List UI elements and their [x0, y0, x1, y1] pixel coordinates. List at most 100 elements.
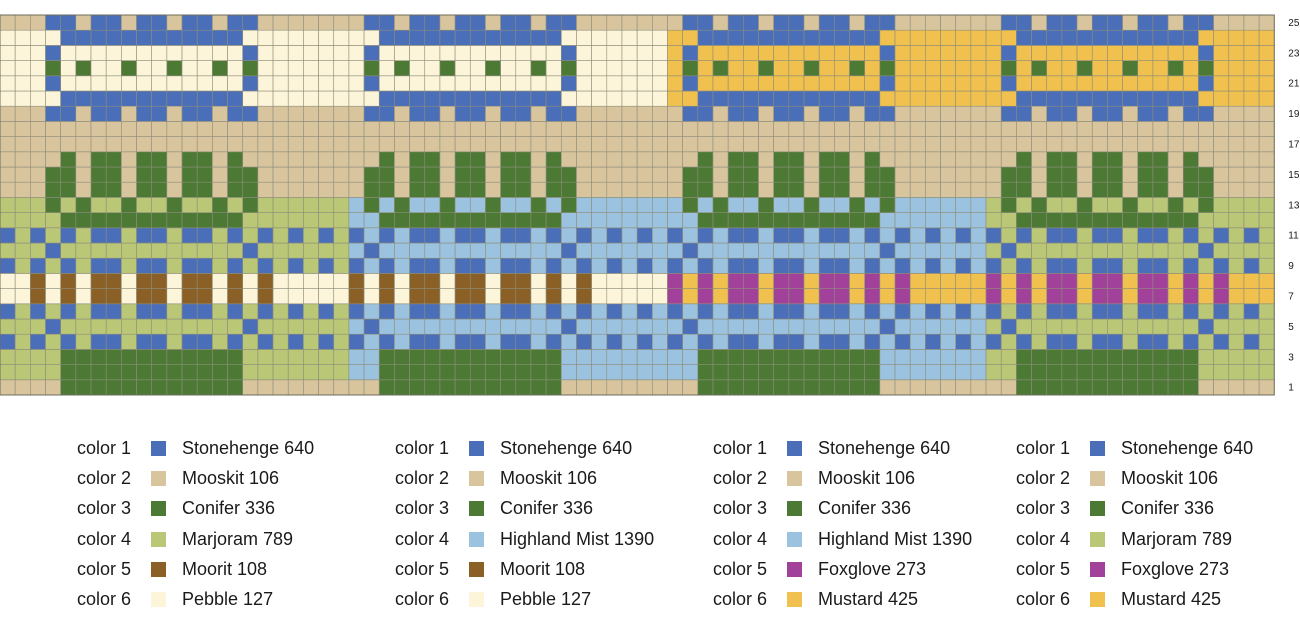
- chart-cell: [1213, 75, 1230, 92]
- chart-cell: [500, 14, 517, 31]
- chart-cell: [773, 349, 790, 365]
- chart-cell: [500, 197, 517, 213]
- chart-cell: [14, 29, 31, 46]
- chart-cell: [560, 349, 577, 365]
- chart-cell: [287, 242, 304, 259]
- chart-cell: [485, 14, 501, 31]
- chart-cell: [272, 288, 289, 305]
- chart-cell: [0, 151, 16, 168]
- chart-cell: [1167, 197, 1184, 213]
- chart-cell: [318, 136, 335, 153]
- chart-cell: [712, 14, 729, 31]
- chart-cell: [864, 333, 881, 350]
- chart-cell: [363, 212, 380, 229]
- legend-key: color 1: [77, 438, 132, 458]
- chart-cell: [773, 121, 790, 137]
- chart-cell: [925, 257, 941, 274]
- chart-cell: [1046, 273, 1063, 289]
- legend-yarn-name: Mooskit 106: [1121, 468, 1219, 489]
- chart-cell: [485, 318, 501, 335]
- chart-cell: [60, 14, 77, 31]
- chart-cell: [318, 242, 335, 259]
- chart-cell: [879, 105, 896, 122]
- chart-cell: [1152, 29, 1169, 46]
- chart-cell: [773, 136, 790, 153]
- chart-cell: [0, 364, 16, 381]
- chart-cell: [1137, 227, 1154, 244]
- chart-cell: [515, 105, 532, 122]
- chart-cell: [667, 349, 683, 365]
- chart-cell: [1198, 273, 1214, 289]
- chart-cell: [515, 197, 532, 213]
- chart-cell: [1046, 60, 1063, 77]
- chart-cell: [970, 75, 987, 92]
- chart-cell: [1258, 212, 1275, 229]
- chart-cell: [1016, 333, 1032, 350]
- chart-cell: [515, 318, 532, 335]
- chart-cell: [151, 75, 168, 92]
- chart-cell: [348, 257, 365, 274]
- chart-cell: [712, 29, 729, 46]
- chart-cell: [894, 197, 911, 213]
- chart-cell: [196, 303, 213, 320]
- chart-cell: [1258, 288, 1275, 305]
- legend-key: color 1: [395, 438, 450, 458]
- chart-cell: [1016, 257, 1032, 274]
- chart-cell: [227, 364, 244, 381]
- chart-cell: [834, 273, 850, 289]
- chart-cell: [257, 333, 274, 350]
- chart-cell: [591, 181, 608, 198]
- chart-cell: [970, 29, 987, 46]
- chart-cell: [515, 288, 532, 305]
- chart-cell: [1091, 227, 1108, 244]
- chart-cell: [1258, 242, 1275, 259]
- chart-cell: [166, 45, 183, 61]
- chart-cell: [879, 75, 896, 92]
- chart-cell: [773, 105, 790, 122]
- chart-cell: [591, 105, 608, 122]
- chart-cell: [955, 227, 972, 244]
- chart-cell: [363, 181, 380, 198]
- chart-cell: [500, 349, 517, 365]
- chart-cell: [970, 379, 987, 396]
- chart-cell: [1152, 257, 1169, 274]
- chart-cell: [227, 318, 244, 335]
- chart-cell: [196, 212, 213, 229]
- chart-cell: [121, 288, 137, 305]
- chart-cell: [30, 121, 46, 137]
- chart-cell: [151, 227, 168, 244]
- chart-cell: [1182, 45, 1199, 61]
- chart-cell: [0, 257, 16, 274]
- chart-cell: [500, 333, 517, 350]
- chart-cell: [591, 242, 608, 259]
- chart-cell: [682, 75, 699, 92]
- chart-cell: [727, 288, 744, 305]
- chart-cell: [1258, 136, 1275, 153]
- color-swatch: [787, 471, 802, 487]
- chart-cell: [1000, 90, 1017, 107]
- chart-cell: [1228, 14, 1245, 31]
- color-swatch: [787, 561, 802, 577]
- chart-cell: [773, 90, 790, 107]
- chart-cell: [727, 29, 744, 46]
- chart-cell: [606, 364, 623, 381]
- chart-cell: [1046, 212, 1063, 229]
- chart-cell: [606, 242, 623, 259]
- chart-cell: [105, 318, 122, 335]
- chart-cell: [0, 212, 16, 229]
- chart-cell: [834, 364, 850, 381]
- chart-cell: [1061, 379, 1078, 396]
- chart-cell: [181, 105, 198, 122]
- chart-cell: [894, 181, 911, 198]
- chart-cell: [515, 364, 532, 381]
- chart-cell: [1213, 151, 1230, 168]
- chart-cell: [1031, 14, 1048, 31]
- chart-cell: [955, 257, 972, 274]
- chart-cell: [530, 288, 547, 305]
- chart-cell: [864, 349, 881, 365]
- chart-cell: [606, 379, 623, 396]
- chart-cell: [818, 136, 835, 153]
- chart-cell: [318, 75, 335, 92]
- chart-cell: [909, 333, 926, 350]
- chart-cell: [1046, 257, 1063, 274]
